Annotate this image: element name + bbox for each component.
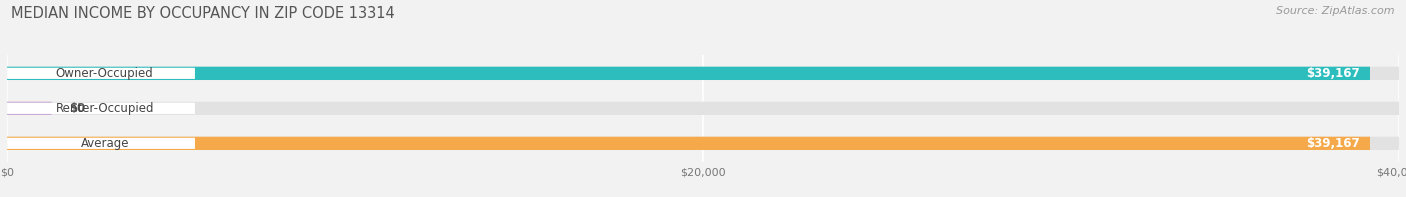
FancyBboxPatch shape xyxy=(7,67,1399,80)
Text: MEDIAN INCOME BY OCCUPANCY IN ZIP CODE 13314: MEDIAN INCOME BY OCCUPANCY IN ZIP CODE 1… xyxy=(11,6,395,21)
Text: Source: ZipAtlas.com: Source: ZipAtlas.com xyxy=(1277,6,1395,16)
FancyBboxPatch shape xyxy=(7,102,1399,115)
Text: $0: $0 xyxy=(69,102,86,115)
FancyBboxPatch shape xyxy=(7,103,195,114)
Text: Average: Average xyxy=(80,137,129,150)
Text: Owner-Occupied: Owner-Occupied xyxy=(56,67,153,80)
FancyBboxPatch shape xyxy=(7,102,52,115)
FancyBboxPatch shape xyxy=(7,68,195,79)
Text: Renter-Occupied: Renter-Occupied xyxy=(55,102,155,115)
FancyBboxPatch shape xyxy=(7,137,1369,150)
Text: $39,167: $39,167 xyxy=(1306,67,1360,80)
FancyBboxPatch shape xyxy=(7,138,195,149)
FancyBboxPatch shape xyxy=(7,137,1399,150)
FancyBboxPatch shape xyxy=(7,67,1369,80)
Text: $39,167: $39,167 xyxy=(1306,137,1360,150)
